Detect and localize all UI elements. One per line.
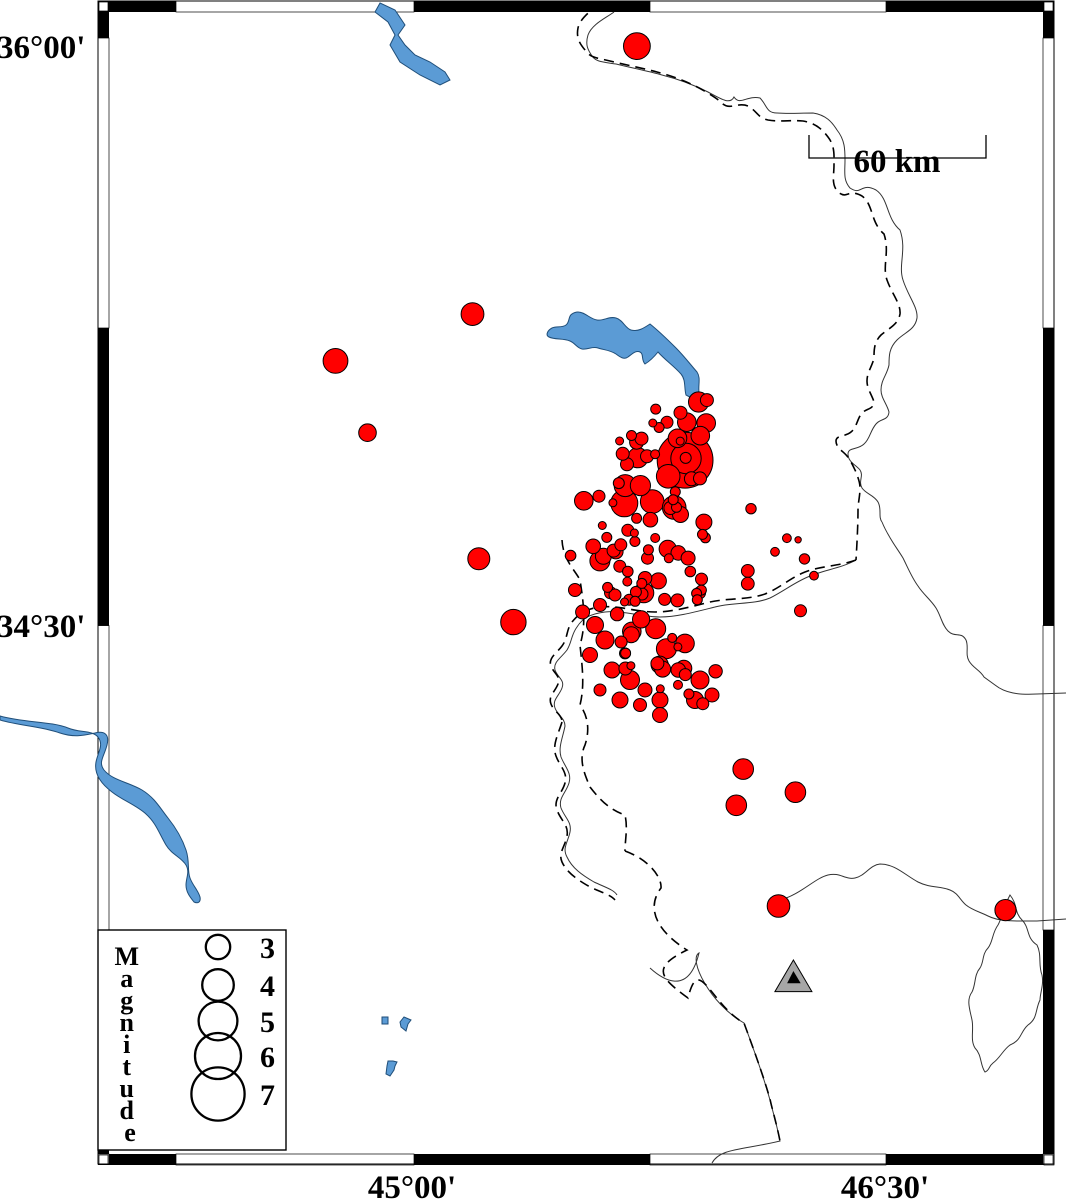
svg-text:34°30': 34°30' <box>0 609 85 645</box>
svg-text:60 km: 60 km <box>853 144 940 180</box>
svg-text:45°00': 45°00' <box>368 1170 456 1203</box>
svg-text:36°00': 36°00' <box>0 30 85 66</box>
svg-text:5: 5 <box>260 1006 275 1039</box>
svg-text:46°30': 46°30' <box>841 1170 929 1203</box>
svg-text:3: 3 <box>260 932 275 965</box>
svg-text:6: 6 <box>260 1041 275 1074</box>
svg-text:7: 7 <box>260 1079 275 1112</box>
svg-text:4: 4 <box>260 970 275 1003</box>
